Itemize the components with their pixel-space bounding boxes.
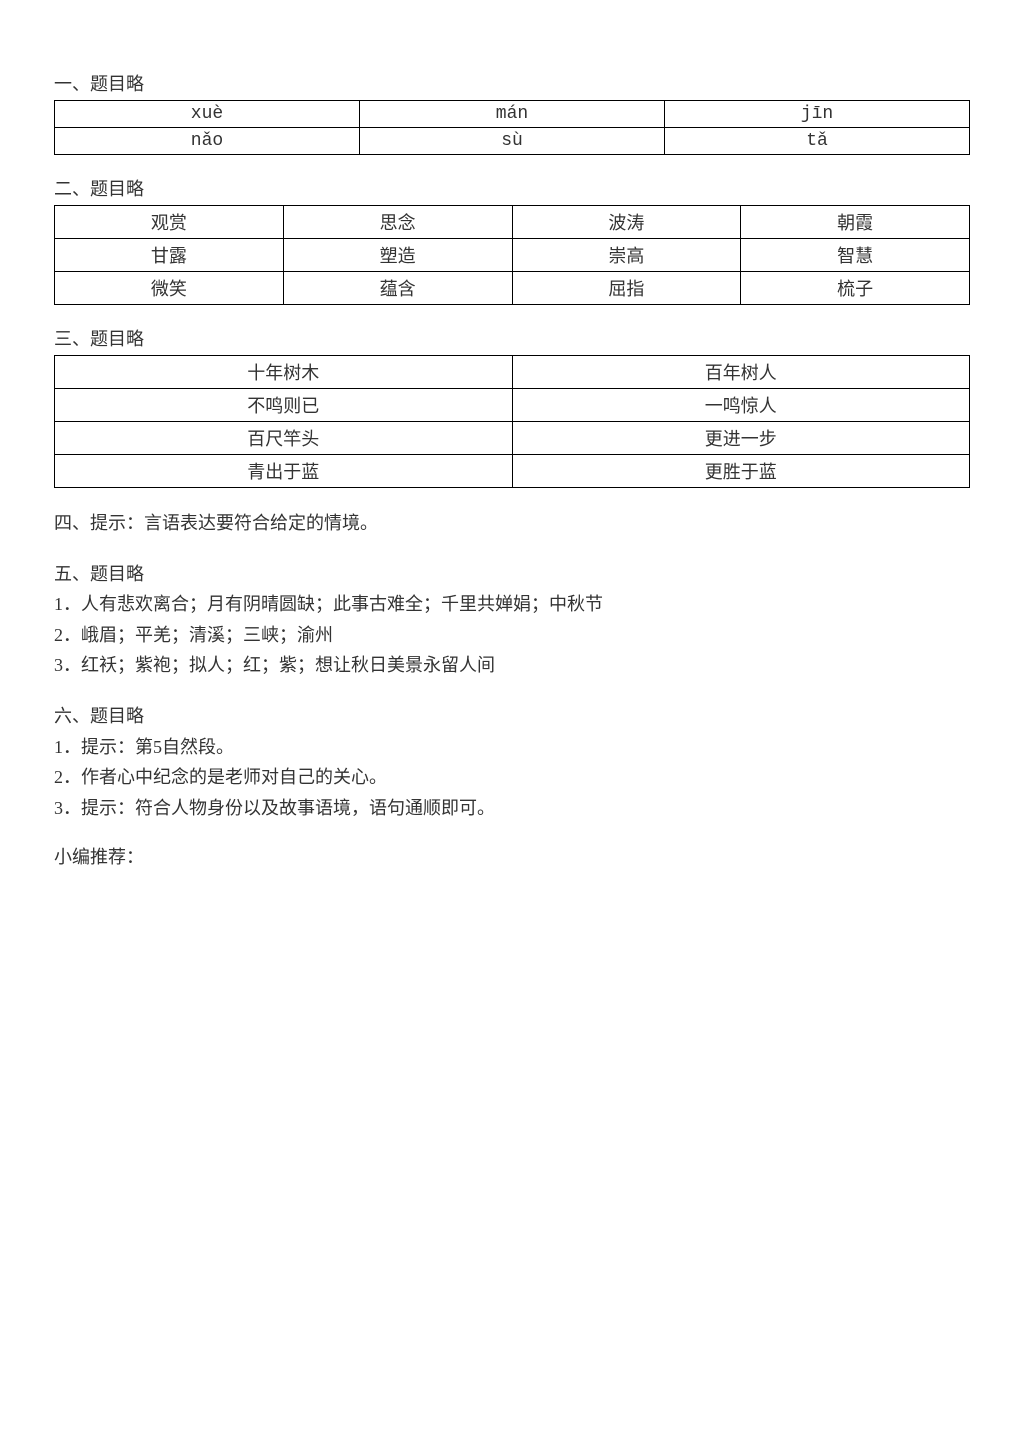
cell: 屈指 xyxy=(512,272,741,305)
cell: 更进一步 xyxy=(512,422,970,455)
table-row: 不鸣则已 一鸣惊人 xyxy=(55,389,970,422)
cell: xuè xyxy=(55,101,360,128)
section3-table: 十年树木 百年树人 不鸣则已 一鸣惊人 百尺竿头 更进一步 青出于蓝 更胜于蓝 xyxy=(54,355,970,488)
cell: 波涛 xyxy=(512,206,741,239)
cell: 微笑 xyxy=(55,272,284,305)
footer-note: 小编推荐： xyxy=(54,843,970,869)
cell: 朝霞 xyxy=(741,206,970,239)
table-row: 甘露 塑造 崇高 智慧 xyxy=(55,239,970,272)
cell: 不鸣则已 xyxy=(55,389,513,422)
section2-title: 二、题目略 xyxy=(54,175,970,201)
table-row: 微笑 蕴含 屈指 梳子 xyxy=(55,272,970,305)
cell: 观赏 xyxy=(55,206,284,239)
cell: 甘露 xyxy=(55,239,284,272)
section6-item: 1．提示：第5自然段。 xyxy=(54,732,970,763)
table-row: xuè mán jīn xyxy=(55,101,970,128)
cell: 更胜于蓝 xyxy=(512,455,970,488)
table-row: nǎo sù tǎ xyxy=(55,128,970,155)
section6-title: 六、题目略 xyxy=(54,701,970,732)
cell: sù xyxy=(360,128,665,155)
cell: jīn xyxy=(665,101,970,128)
cell: 青出于蓝 xyxy=(55,455,513,488)
table-row: 十年树木 百年树人 xyxy=(55,356,970,389)
cell: 百年树人 xyxy=(512,356,970,389)
section5-item: 1．人有悲欢离合；月有阴晴圆缺；此事古难全；千里共婵娟；中秋节 xyxy=(54,589,970,620)
section6-block: 六、题目略 1．提示：第5自然段。 2．作者心中纪念的是老师对自己的关心。 3．… xyxy=(54,701,970,823)
section4-text: 四、提示：言语表达要符合给定的情境。 xyxy=(54,508,970,539)
cell: mán xyxy=(360,101,665,128)
cell: 一鸣惊人 xyxy=(512,389,970,422)
section5-title: 五、题目略 xyxy=(54,559,970,590)
cell: 蕴含 xyxy=(283,272,512,305)
cell: 塑造 xyxy=(283,239,512,272)
section5-item: 2．峨眉；平羌；清溪；三峡；渝州 xyxy=(54,620,970,651)
section3-title: 三、题目略 xyxy=(54,325,970,351)
cell: nǎo xyxy=(55,128,360,155)
section2-table: 观赏 思念 波涛 朝霞 甘露 塑造 崇高 智慧 微笑 蕴含 屈指 梳子 xyxy=(54,205,970,305)
cell: 梳子 xyxy=(741,272,970,305)
table-row: 百尺竿头 更进一步 xyxy=(55,422,970,455)
section5-item: 3．红袄；紫袍；拟人；红；紫；想让秋日美景永留人间 xyxy=(54,650,970,681)
table-row: 青出于蓝 更胜于蓝 xyxy=(55,455,970,488)
section6-item: 3．提示：符合人物身份以及故事语境，语句通顺即可。 xyxy=(54,793,970,824)
cell: 崇高 xyxy=(512,239,741,272)
section6-item: 2．作者心中纪念的是老师对自己的关心。 xyxy=(54,762,970,793)
cell: tǎ xyxy=(665,128,970,155)
table-row: 观赏 思念 波涛 朝霞 xyxy=(55,206,970,239)
section1-title: 一、题目略 xyxy=(54,70,970,96)
section1-table: xuè mán jīn nǎo sù tǎ xyxy=(54,100,970,155)
cell: 十年树木 xyxy=(55,356,513,389)
cell: 百尺竿头 xyxy=(55,422,513,455)
section4-block: 四、提示：言语表达要符合给定的情境。 xyxy=(54,508,970,539)
section5-block: 五、题目略 1．人有悲欢离合；月有阴晴圆缺；此事古难全；千里共婵娟；中秋节 2．… xyxy=(54,559,970,681)
cell: 思念 xyxy=(283,206,512,239)
cell: 智慧 xyxy=(741,239,970,272)
